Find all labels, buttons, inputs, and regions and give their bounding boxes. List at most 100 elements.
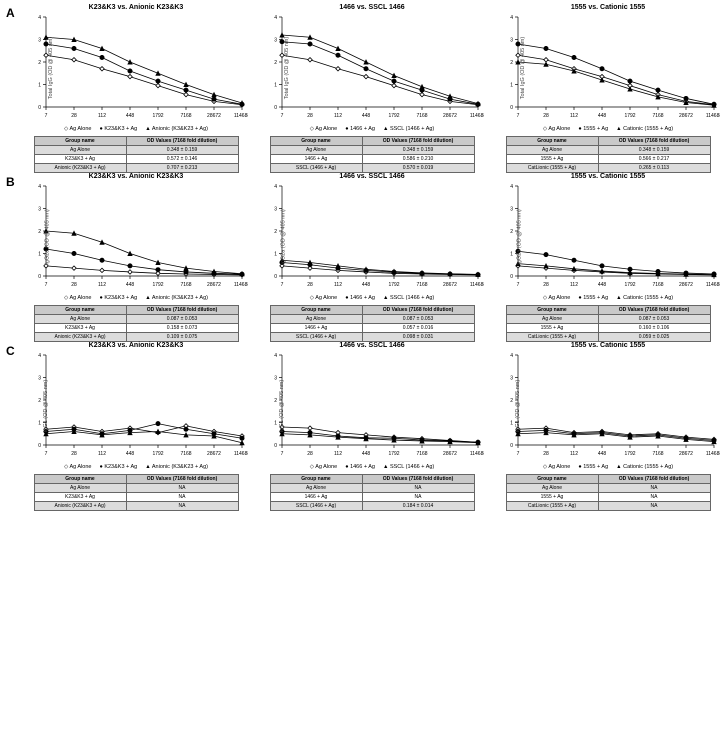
- svg-text:448: 448: [362, 282, 371, 288]
- svg-text:2: 2: [510, 60, 513, 66]
- y-axis-label: Total IgG (OD @ 405 nm): [48, 37, 54, 99]
- y-axis-label: IgG1 (OD @ 405 nm): [43, 380, 49, 432]
- chart-legend: ◇ Ag Alone● K23&K3 + Ag▲ Anionic (K3&K23…: [24, 295, 248, 301]
- svg-text:28672: 28672: [207, 113, 221, 119]
- od-table: Group nameOD Values (7168 fold dilution)…: [270, 474, 475, 511]
- svg-text:28672: 28672: [679, 282, 693, 288]
- svg-text:4: 4: [274, 15, 277, 21]
- panel-C-c2: 1555 vs. Cationic 1555 IgG1 (OD @ 405 nm)…: [496, 342, 720, 511]
- od-table: Group nameOD Values (7168 fold dilution)…: [506, 136, 711, 173]
- panel-title: 1555 vs. Cationic 1555: [496, 342, 720, 349]
- svg-text:4: 4: [274, 184, 277, 190]
- svg-text:7168: 7168: [652, 451, 663, 457]
- svg-text:4: 4: [510, 184, 513, 190]
- svg-text:2: 2: [38, 60, 41, 66]
- svg-text:28672: 28672: [207, 282, 221, 288]
- svg-text:3: 3: [510, 38, 513, 44]
- svg-text:1792: 1792: [152, 282, 163, 288]
- od-table: Group nameOD Values (7168 fold dilution)…: [506, 305, 711, 342]
- svg-text:3: 3: [510, 207, 513, 213]
- svg-text:2: 2: [274, 229, 277, 235]
- svg-text:28672: 28672: [443, 282, 457, 288]
- line-chart: IgG1 (OD @ 405 nm)0123472811244817927168…: [24, 351, 248, 461]
- panel-title: 1466 vs. SSCL 1466: [260, 4, 484, 11]
- panel-C-c0: K23&K3 vs. Anionic K23&K3IgG1 (OD @ 405 …: [24, 342, 248, 511]
- svg-text:28672: 28672: [679, 113, 693, 119]
- svg-text:28: 28: [543, 282, 549, 288]
- svg-text:7168: 7168: [652, 282, 663, 288]
- svg-text:448: 448: [362, 451, 371, 457]
- svg-text:1792: 1792: [388, 282, 399, 288]
- chart-legend: ◇ Ag Alone● K23&K3 + Ag▲ Anionic (K3&K23…: [24, 126, 248, 132]
- svg-text:7: 7: [281, 282, 284, 288]
- svg-text:112: 112: [570, 113, 578, 119]
- svg-text:3: 3: [274, 376, 277, 382]
- panel-label-C: C: [6, 342, 24, 358]
- svg-text:448: 448: [598, 113, 607, 119]
- svg-text:448: 448: [126, 282, 135, 288]
- figure-root: AK23&K3 vs. Anionic K23&K3Total IgG (OD …: [0, 0, 726, 744]
- svg-text:448: 448: [362, 113, 371, 119]
- svg-text:7168: 7168: [416, 113, 427, 119]
- chart-legend: ◇ Ag Alone● 1466 + Ag▲ SSCL (1466 + Ag): [260, 295, 484, 301]
- svg-text:448: 448: [126, 451, 135, 457]
- od-table: Group nameOD Values (7168 fold dilution)…: [270, 136, 475, 173]
- svg-text:448: 448: [598, 451, 607, 457]
- y-axis-label: IgG1 (OD @ 405 nm): [515, 380, 521, 432]
- svg-text:2: 2: [274, 60, 277, 66]
- svg-text:1: 1: [38, 83, 41, 89]
- svg-text:0: 0: [38, 105, 41, 111]
- svg-text:1: 1: [38, 252, 41, 258]
- svg-text:7: 7: [45, 282, 48, 288]
- svg-text:112: 112: [570, 451, 578, 457]
- line-chart: IgG1 (OD @ 405 nm)0123472811244817927168…: [496, 351, 720, 461]
- line-chart: Total IgG (OD @ 405 nm)01234728112448179…: [24, 13, 248, 123]
- panel-B-c2: 1555 vs. Cationic 1555 IgG2a (OD @ 405 nm…: [496, 173, 720, 342]
- chart-legend: ◇ Ag Alone● 1466 + Ag▲ SSCL (1466 + Ag): [260, 464, 484, 470]
- svg-text:114688: 114688: [706, 282, 720, 288]
- svg-text:3: 3: [38, 38, 41, 44]
- svg-text:1792: 1792: [624, 282, 635, 288]
- svg-text:7168: 7168: [180, 451, 191, 457]
- svg-text:1792: 1792: [624, 113, 635, 119]
- svg-text:7: 7: [281, 113, 284, 119]
- y-axis-label: IgG1 (OD @ 405 nm): [279, 380, 285, 432]
- chart-legend: ◇ Ag Alone● 1555 + Ag▲ Cationic (1555 + …: [496, 126, 720, 132]
- svg-text:28: 28: [307, 113, 313, 119]
- svg-text:7168: 7168: [180, 113, 191, 119]
- y-axis-label: IgG2a (OD @ 405 nm): [281, 209, 287, 264]
- panel-title: 1466 vs. SSCL 1466: [260, 173, 484, 180]
- svg-text:3: 3: [510, 376, 513, 382]
- svg-text:112: 112: [334, 451, 342, 457]
- svg-text:7: 7: [45, 451, 48, 457]
- svg-text:114688: 114688: [470, 451, 484, 457]
- svg-text:1: 1: [274, 421, 277, 427]
- panel-A-c0: K23&K3 vs. Anionic K23&K3Total IgG (OD @…: [24, 4, 248, 173]
- svg-text:4: 4: [38, 184, 41, 190]
- od-table: Group nameOD Values (7168 fold dilution)…: [34, 136, 239, 173]
- svg-text:28: 28: [71, 113, 77, 119]
- svg-text:4: 4: [274, 353, 277, 359]
- svg-text:3: 3: [38, 376, 41, 382]
- svg-text:4: 4: [510, 353, 513, 359]
- chart-legend: ◇ Ag Alone● K23&K3 + Ag▲ Anionic (K3&K23…: [24, 464, 248, 470]
- svg-text:114688: 114688: [470, 282, 484, 288]
- svg-text:112: 112: [98, 282, 106, 288]
- svg-text:28: 28: [543, 113, 549, 119]
- svg-text:448: 448: [598, 282, 607, 288]
- svg-text:0: 0: [510, 443, 513, 449]
- svg-text:0: 0: [274, 443, 277, 449]
- panel-title: K23&K3 vs. Anionic K23&K3: [24, 173, 248, 180]
- panel-title: 1555 vs. Cationic 1555: [496, 173, 720, 180]
- y-axis-label: IgG2a (OD @ 405 nm): [517, 209, 523, 264]
- svg-text:2: 2: [510, 229, 513, 235]
- panel-A-c2: 1555 vs. Cationic 1555Total IgG (OD @ 40…: [496, 4, 720, 173]
- svg-text:1: 1: [274, 252, 277, 258]
- svg-text:114688: 114688: [234, 282, 248, 288]
- svg-text:7: 7: [517, 282, 520, 288]
- svg-text:7: 7: [517, 113, 520, 119]
- svg-text:1: 1: [274, 83, 277, 89]
- svg-text:4: 4: [38, 353, 41, 359]
- svg-text:4: 4: [38, 15, 41, 21]
- svg-text:7: 7: [517, 451, 520, 457]
